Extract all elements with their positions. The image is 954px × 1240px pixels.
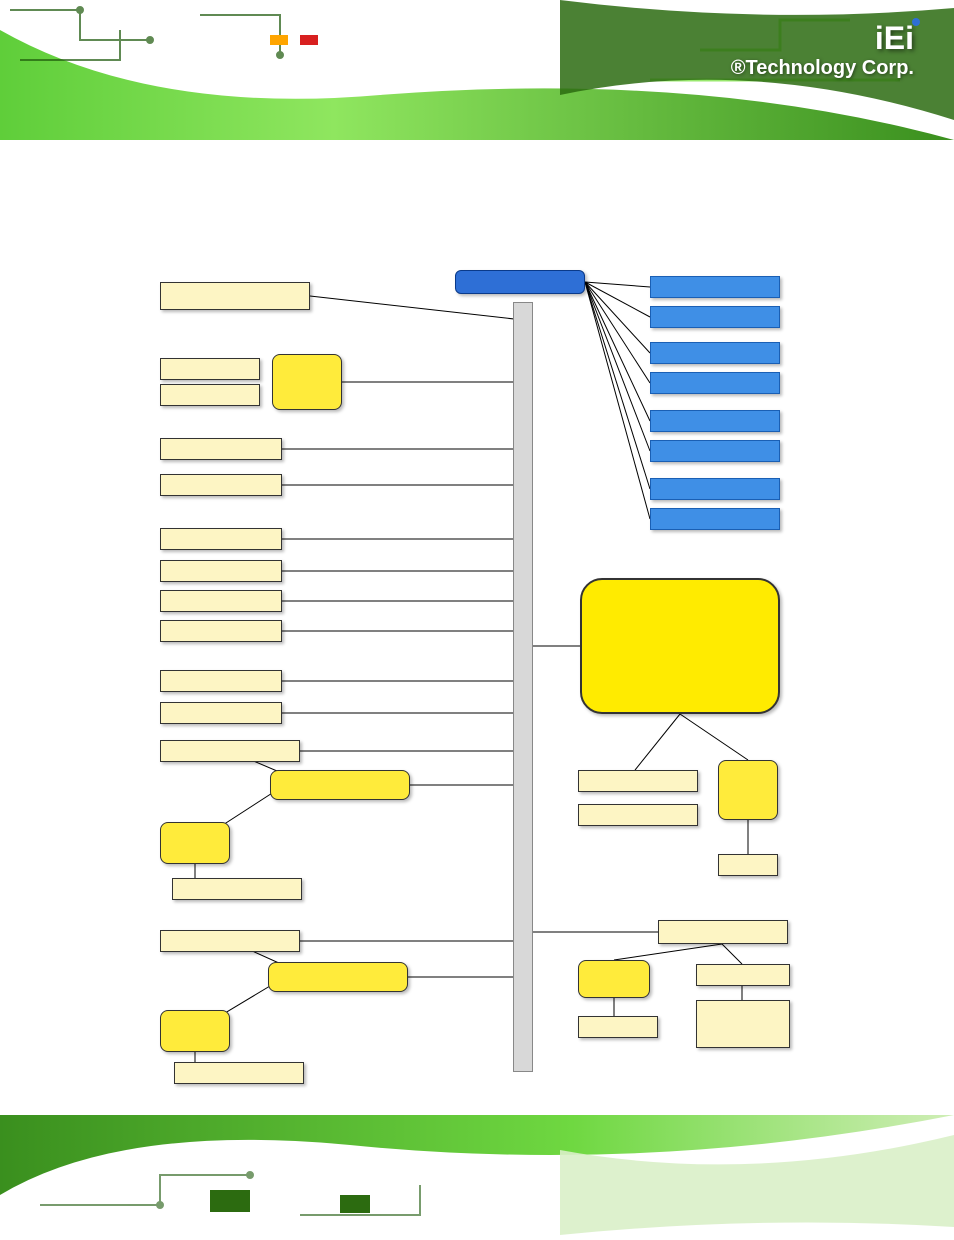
block-b8 <box>650 508 780 530</box>
block-hub5 <box>160 1010 230 1052</box>
logo-mark: iEi <box>731 20 914 57</box>
block-n16 <box>174 1062 304 1084</box>
block-n8 <box>160 560 282 582</box>
block-n13 <box>160 740 300 762</box>
block-hub3 <box>160 822 230 864</box>
block-n10 <box>160 620 282 642</box>
block-n14 <box>172 878 302 900</box>
block-n9 <box>160 590 282 612</box>
block-hub4 <box>268 962 408 992</box>
block-n5 <box>160 438 282 460</box>
block-n15 <box>160 930 300 952</box>
block-n7 <box>160 528 282 550</box>
block-b5 <box>650 410 780 432</box>
main-bus <box>513 302 533 1072</box>
block-b6 <box>650 440 780 462</box>
block-r3 <box>718 854 778 876</box>
logo-tagline: ®Technology Corp. <box>731 57 914 80</box>
brand-logo: iEi ®Technology Corp. <box>731 20 914 80</box>
block-r5 <box>578 1016 658 1038</box>
block-b1 <box>650 276 780 298</box>
block-b2 <box>650 306 780 328</box>
block-n4 <box>160 384 260 406</box>
block-r1 <box>578 770 698 792</box>
block-hub1 <box>272 354 342 410</box>
footer-circuit-bg <box>0 1115 954 1235</box>
block-r6 <box>696 964 790 986</box>
block-n6 <box>160 474 282 496</box>
block-b4 <box>650 372 780 394</box>
block-r2 <box>578 804 698 826</box>
block-r4 <box>658 920 788 944</box>
block-n3 <box>160 358 260 380</box>
block-b3 <box>650 342 780 364</box>
block-n1 <box>160 282 310 310</box>
block-n12 <box>160 702 282 724</box>
block-n11 <box>160 670 282 692</box>
block-pcie_hub <box>455 270 585 294</box>
block-hub7 <box>578 960 650 998</box>
block-b7 <box>650 478 780 500</box>
block-hub2 <box>270 770 410 800</box>
cpu-block <box>580 578 780 714</box>
block-hub6 <box>718 760 778 820</box>
block-r7 <box>696 1000 790 1048</box>
block-diagram <box>160 270 800 1090</box>
